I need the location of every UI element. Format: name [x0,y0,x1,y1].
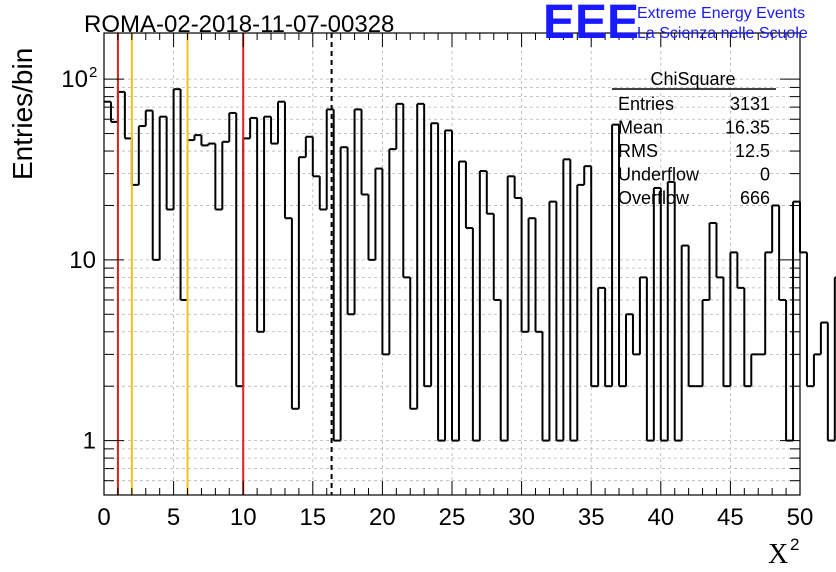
x-tick-label: 50 [787,504,814,531]
x-axis-label: X [768,539,788,570]
run-title: ROMA-02-2018-11-07-00328 [84,11,394,38]
y-axis-label: Entries/bin [7,48,38,180]
eee-logo-line2: La Scienza nelle Scuole [637,25,808,42]
x-tick-label: 15 [299,504,326,531]
stats-row-value: 3131 [730,94,770,114]
x-axis-ticks: 0 5 10 15 20 25 30 35 40 45 50 [97,33,813,531]
y-tick-label: 10 [61,66,88,93]
stats-row-label: Underflow [618,165,700,185]
stats-title: ChiSquare [650,69,735,89]
x-tick-label: 35 [578,504,605,531]
stats-row-value: 666 [740,188,770,208]
eee-logo: EEE Extreme Energy Events La Scienza nel… [543,0,808,49]
x-tick-label: 25 [439,504,466,531]
stats-row-label: Entries [618,94,674,114]
x-tick-label: 20 [369,504,396,531]
stats-row-label: Overflow [618,188,690,208]
x-tick-label: 45 [717,504,744,531]
x-tick-label: 40 [647,504,674,531]
x-tick-label: 30 [508,504,535,531]
stats-row-label: Mean [618,118,663,138]
stats-row-label: RMS [618,141,658,161]
reference-lines [116,33,333,495]
x-tick-label: 0 [97,504,110,531]
x-tick-label: 10 [230,504,257,531]
eee-logo-line1: Extreme Energy Events [637,5,805,22]
stats-row-value: 16.35 [725,118,770,138]
y-tick-label-exponent: 2 [89,64,97,81]
stats-box: ChiSquare Entries 3131 Mean 16.35 RMS 12.5 Und… [612,69,776,208]
x-axis-label-superscript: 2 [790,535,799,554]
x-tick-label: 5 [167,504,180,531]
y-tick-label: 1 [83,428,96,455]
stats-row-value: 12.5 [735,141,770,161]
stats-row-value: 0 [760,165,770,185]
y-tick-label: 10 [69,247,96,274]
eee-logo-text: EEE [543,0,639,49]
